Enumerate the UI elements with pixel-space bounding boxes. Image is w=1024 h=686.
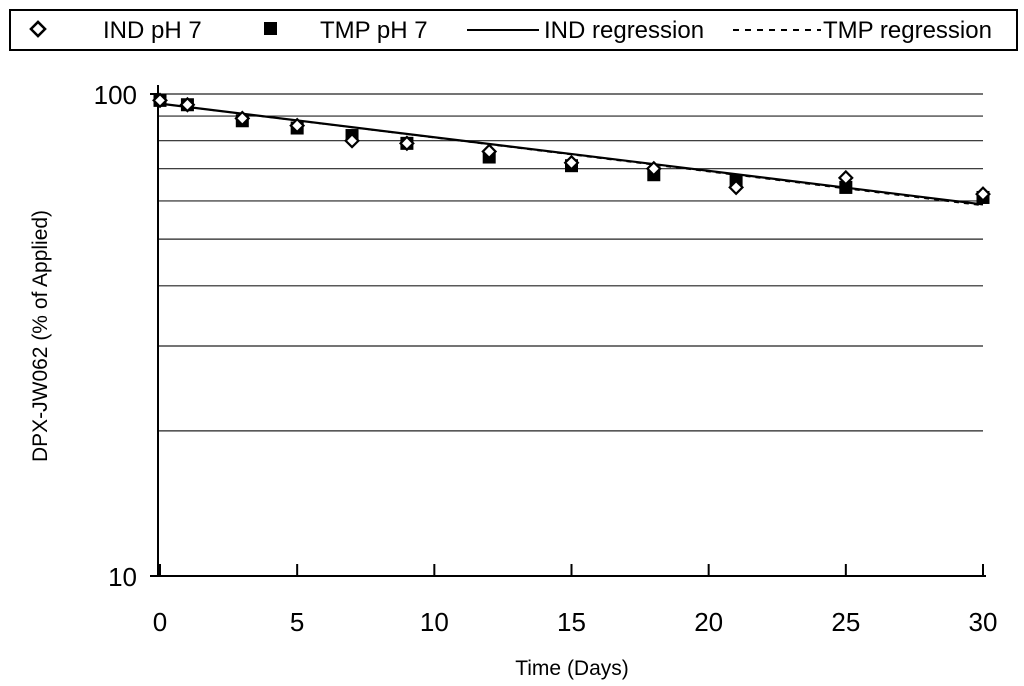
ind-point	[645, 160, 662, 177]
ind-point	[837, 169, 854, 186]
y-tick-label: 10	[108, 562, 137, 592]
ind-point	[179, 96, 196, 113]
legend-label-ind: IND pH 7	[103, 17, 202, 44]
tmp-point	[839, 180, 853, 194]
legend-marker-ind	[29, 20, 47, 38]
gridlines	[158, 93, 983, 432]
x-axis-title: Time (Days)	[515, 657, 629, 680]
legend: IND pH 7 TMP pH 7 IND regression TMP reg…	[9, 9, 1018, 51]
data-points	[152, 92, 991, 204]
ind-point	[289, 117, 306, 134]
ind-point	[344, 132, 360, 149]
x-tick-label: 0	[153, 607, 167, 637]
x-tick-label: 10	[420, 607, 449, 637]
legend-label-tmp: TMP pH 7	[320, 17, 428, 44]
regression-lines	[159, 102, 984, 207]
x-tick-label: 25	[831, 607, 860, 637]
legend-label-tmp-regression: TMP regression	[823, 17, 992, 44]
x-tick-label: 5	[290, 607, 304, 637]
ind-point	[728, 179, 745, 196]
x-ticks: 0 5 10 15 20 25 30	[153, 564, 998, 637]
ind-point	[975, 186, 991, 202]
regression-line-tmp	[159, 102, 984, 207]
y-ticks: 10 100	[94, 80, 158, 592]
legend-marker-tmp	[264, 22, 277, 35]
ind-point	[563, 154, 580, 171]
legend-label-ind-regression: IND regression	[544, 17, 704, 44]
ind-point	[152, 92, 168, 109]
y-axis-title: DPX-JW062 (% of Applied)	[29, 210, 52, 462]
x-tick-label: 15	[557, 607, 586, 637]
x-tick-label: 20	[694, 607, 723, 637]
x-tick-label: 30	[969, 607, 998, 637]
ind-point	[234, 110, 251, 127]
ind-point	[398, 135, 415, 152]
y-tick-label: 100	[94, 80, 137, 110]
ind-point	[481, 143, 498, 160]
